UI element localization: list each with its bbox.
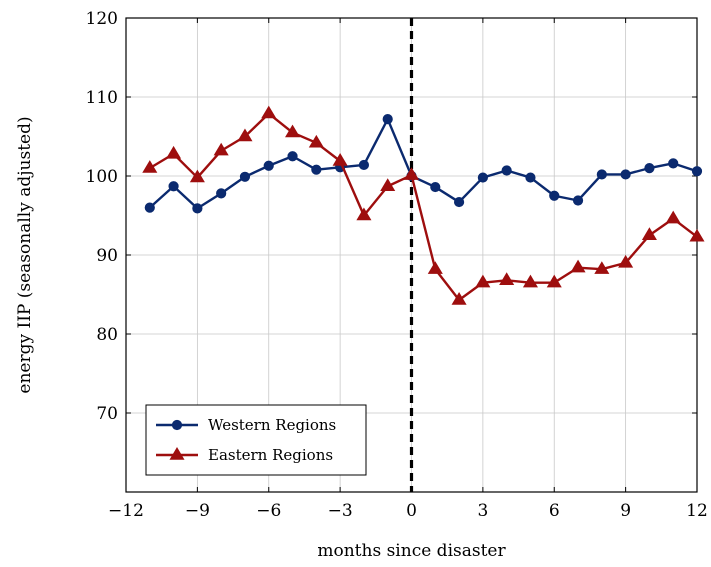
y-tick-label: 90: [96, 246, 118, 266]
legend-marker: [169, 447, 185, 460]
series-line: [149, 112, 698, 302]
legend-label: Eastern Regions: [208, 446, 333, 464]
data-point: [356, 207, 372, 221]
y-tick-label: 120: [86, 9, 118, 29]
data-point: [620, 169, 631, 180]
data-point: [380, 178, 396, 191]
data-point: [475, 274, 491, 288]
data-point: [618, 254, 634, 268]
data-point: [261, 105, 277, 119]
legend-label: Western Regions: [208, 416, 336, 434]
data-point: [430, 181, 441, 193]
data-point: [501, 165, 512, 176]
legend-entry: Western Regions: [156, 416, 336, 434]
data-point: [358, 159, 370, 171]
data-point: [213, 142, 229, 156]
data-point: [665, 210, 681, 224]
data-point: [382, 114, 393, 125]
x-axis-title: months since disaster: [317, 541, 506, 561]
data-point: [522, 274, 538, 288]
data-point: [596, 169, 607, 180]
data-point: [239, 171, 251, 182]
data-point: [594, 261, 610, 274]
data-point: [525, 172, 536, 183]
legend-entries: Western Regions Eastern Regions: [156, 416, 336, 464]
data-point: [216, 188, 227, 199]
data-point: [499, 272, 515, 285]
data-point: [332, 153, 348, 166]
data-point: [641, 227, 657, 240]
data-point: [689, 228, 705, 242]
series: [142, 105, 705, 305]
data-point: [403, 167, 420, 180]
data-point: [427, 261, 443, 274]
x-tick-label: −9: [185, 501, 210, 521]
series-eastern-regions: [142, 105, 705, 305]
data-point: [570, 259, 586, 273]
data-point: [144, 202, 155, 213]
data-point: [142, 160, 158, 173]
y-axis-title: energy IIP (seasonally adjusted): [15, 116, 35, 393]
data-point: [308, 134, 324, 148]
data-point: [263, 160, 274, 171]
data-point: [549, 190, 560, 201]
data-point: [691, 166, 703, 177]
data-point: [237, 128, 253, 142]
series-western-regions: [144, 114, 703, 214]
y-tick-label: 100: [86, 167, 118, 187]
x-tick-label: 6: [549, 501, 560, 521]
data-point: [477, 172, 488, 183]
y-tick-label: 70: [96, 404, 118, 424]
x-tick-label: −3: [328, 501, 353, 521]
x-tick-label: −6: [256, 501, 281, 521]
data-point: [572, 195, 584, 206]
y-tick-label: 110: [86, 88, 118, 108]
x-tick-label: 12: [686, 501, 708, 521]
x-tick-label: 3: [477, 501, 488, 521]
data-point: [546, 274, 562, 288]
data-point: [453, 196, 465, 208]
data-point: [189, 169, 205, 183]
x-tick-label: 9: [620, 501, 631, 521]
data-point: [644, 163, 655, 174]
series-line: [148, 117, 698, 210]
data-point: [192, 203, 203, 214]
axis-ticks: −12 −9 −6 −3 0 3 6 9 12 70 80 90 100 110 120: [86, 9, 708, 521]
x-tick-label: −12: [108, 501, 144, 521]
data-point: [287, 151, 298, 162]
data-point: [311, 164, 322, 175]
legend-marker: [171, 419, 183, 431]
data-point: [166, 145, 182, 159]
legend-entry: Eastern Regions: [156, 446, 333, 464]
legend: Western Regions Eastern Regions: [145, 404, 367, 476]
y-tick-label: 80: [96, 325, 118, 345]
data-point: [168, 181, 179, 192]
x-tick-label: 0: [406, 501, 417, 521]
data-point: [451, 292, 467, 305]
data-point: [668, 158, 679, 169]
legend-box: [145, 404, 367, 476]
data-point: [285, 124, 301, 138]
